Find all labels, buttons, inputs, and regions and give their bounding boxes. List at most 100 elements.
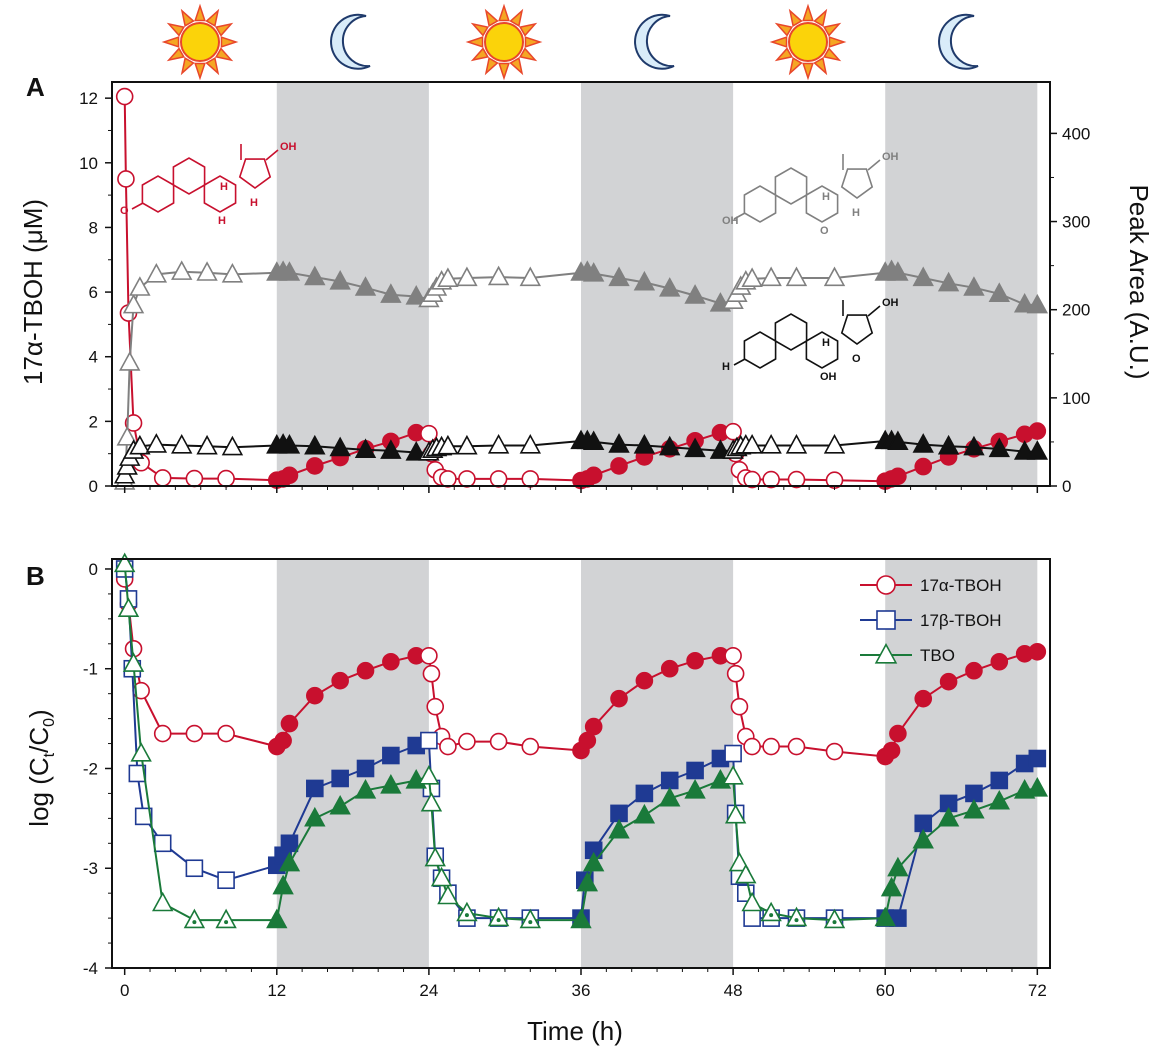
data-point	[117, 597, 140, 618]
data-point	[937, 434, 960, 455]
data-point	[382, 652, 400, 671]
point-dot	[192, 920, 197, 925]
data-point	[134, 807, 153, 826]
data-point	[1028, 749, 1047, 768]
data-point	[113, 552, 136, 573]
data-point	[430, 866, 453, 887]
data-point	[610, 457, 628, 475]
data-point	[610, 689, 628, 708]
point-dot	[769, 913, 774, 918]
structure-label: H	[722, 361, 730, 373]
data-point	[422, 664, 441, 683]
data-point	[519, 266, 541, 287]
data-point	[487, 906, 510, 927]
data-point	[304, 434, 326, 455]
data-point	[743, 737, 761, 756]
structure-label: OH	[280, 141, 297, 153]
data-point	[741, 434, 763, 454]
panel-label-b: B	[26, 561, 45, 591]
data-point	[584, 717, 603, 736]
data-point	[874, 642, 898, 664]
y-tick-label: 12	[79, 89, 98, 108]
data-point	[990, 652, 1009, 671]
data-point	[171, 260, 193, 280]
data-point	[880, 876, 903, 897]
y2-tick-label: 100	[1062, 389, 1090, 408]
axis-ticks: 0 12 24 36 48 60 72 0 -1 -2 -3 -4	[83, 560, 1047, 1000]
data-point	[1028, 422, 1047, 440]
data-point	[823, 266, 846, 287]
data-point	[124, 414, 143, 432]
data-point	[456, 901, 478, 922]
data-point	[420, 424, 438, 443]
data-point	[306, 457, 324, 475]
data-point	[576, 871, 599, 892]
metabolite-structure-black: OH H H O OH	[722, 297, 899, 383]
data-point	[489, 470, 508, 488]
data-point	[278, 434, 301, 454]
data-point	[329, 436, 351, 457]
series-layer	[113, 552, 1049, 929]
x-tick-label: 24	[419, 981, 438, 1000]
point-dot	[794, 918, 799, 923]
y2-tick-label: 200	[1062, 301, 1090, 320]
data-point	[584, 466, 603, 485]
data-point	[185, 859, 204, 878]
data-point	[280, 834, 299, 853]
sun-icon	[161, 3, 239, 81]
structure-label: H	[822, 337, 830, 349]
structure-label: H	[250, 197, 258, 209]
structure-label: H	[822, 191, 830, 203]
data-point	[171, 434, 193, 454]
data-point	[380, 774, 402, 794]
structure-label: H	[220, 181, 228, 193]
sun-icon	[769, 3, 847, 81]
data-point	[684, 284, 706, 304]
data-point	[153, 834, 172, 853]
data-point	[521, 737, 540, 756]
y-axis-title: log (Ct/C0)	[24, 709, 58, 826]
data-point	[196, 261, 218, 281]
y-tick-label: 4	[89, 348, 98, 367]
x-tick-label: 72	[1028, 981, 1047, 1000]
data-point	[762, 470, 780, 489]
y-tick-label: 0	[89, 477, 98, 496]
data-point	[1013, 440, 1036, 460]
data-point	[785, 906, 808, 927]
data-point	[439, 470, 457, 488]
legend-entry: 17β-TBOH	[860, 610, 1002, 630]
data-point	[912, 266, 934, 287]
data-point	[420, 646, 438, 665]
data-point	[280, 714, 299, 733]
data-point	[152, 891, 174, 912]
data-point	[635, 671, 654, 690]
data-point	[215, 908, 237, 929]
data-point	[760, 434, 782, 454]
data-point	[608, 433, 630, 453]
data-point	[424, 846, 446, 867]
structure-label: OH	[882, 151, 899, 163]
data-point	[306, 686, 324, 705]
data-point	[726, 664, 745, 683]
night-band	[581, 82, 734, 486]
data-point	[380, 439, 402, 459]
data-point	[660, 771, 679, 790]
point-dot	[464, 913, 469, 918]
y-tick-label: 2	[89, 412, 98, 431]
data-point	[153, 724, 172, 743]
series-line	[123, 440, 1038, 476]
data-point	[456, 434, 478, 455]
data-point	[217, 469, 235, 488]
data-point	[825, 742, 844, 761]
data-point	[278, 851, 301, 872]
data-point	[741, 267, 763, 287]
data-point	[787, 470, 806, 489]
legend-entry: TBO	[860, 642, 955, 665]
data-point	[221, 262, 244, 283]
day-night-icons	[161, 3, 979, 81]
x-tick-label: 60	[876, 981, 895, 1000]
data-point	[741, 891, 763, 912]
data-point	[1026, 440, 1049, 460]
data-point	[990, 771, 1009, 790]
